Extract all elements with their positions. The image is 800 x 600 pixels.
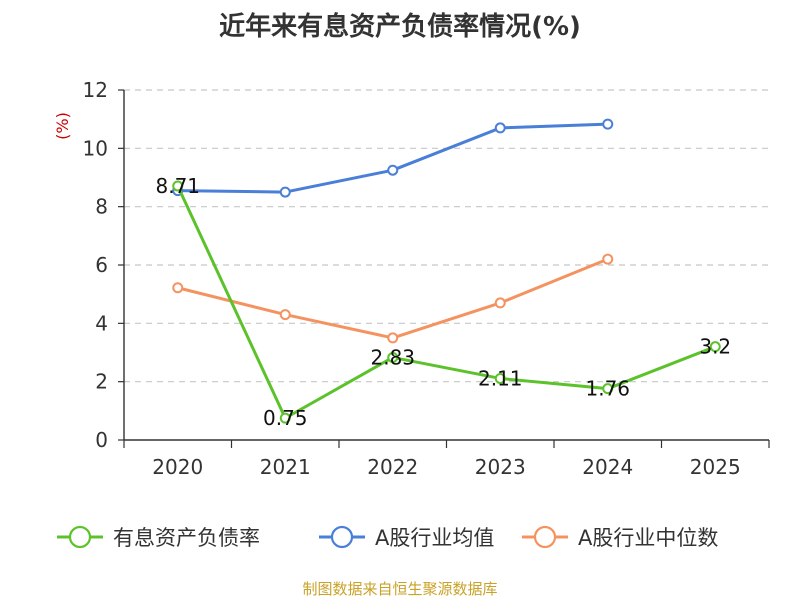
legend-label-0: 有息资产负债率 — [113, 526, 260, 550]
legend-label-1: A股行业均值 — [375, 526, 494, 550]
x-tick-label-2020: 2020 — [152, 455, 203, 479]
y-tick-label: 12 — [83, 78, 108, 102]
legend-marker-2 — [533, 525, 557, 549]
series-line-1 — [177, 122, 608, 194]
legend-marker-1 — [330, 525, 354, 549]
data-label-2022: 2.83 — [370, 345, 415, 369]
axes: 0 2 4 6 8 10 12 2020 2021 2022 2023 2024 2025 — [83, 78, 770, 479]
gridlines — [124, 89, 769, 383]
chart-title: 近年来有息资产负债率情况(%) — [219, 11, 581, 42]
data-point-s1-2024 — [602, 118, 614, 130]
data-label-2025: 3.2 — [699, 335, 731, 359]
y-tick-label: 10 — [83, 136, 108, 160]
data-point-s1-2021 — [279, 186, 291, 198]
data-point-s0-2022 — [387, 351, 399, 363]
series-line-0 — [176, 185, 716, 420]
x-tick-label-2025: 2025 — [690, 455, 741, 479]
legend: 有息资产负债率 A股行业均值 A股行业中位数 — [57, 525, 718, 550]
x-tick-label-2021: 2021 — [260, 455, 311, 479]
data-point-s2-2020 — [172, 282, 184, 294]
series-lines — [172, 118, 721, 424]
legend-marker-0 — [68, 525, 92, 549]
y-tick-label: 2 — [95, 370, 108, 394]
data-point-s0-2025 — [709, 341, 721, 353]
data-label-2024: 1.76 — [585, 377, 630, 401]
source-note: 制图数据来自恒生聚源数据库 — [302, 580, 497, 598]
data-point-s1-2023 — [494, 122, 506, 134]
data-label-2023: 2.11 — [478, 366, 523, 390]
data-point-s0-2024 — [602, 383, 614, 395]
data-point-s2-2023 — [494, 297, 506, 309]
legend-label-2: A股行业中位数 — [578, 526, 718, 550]
data-point-s2-2021 — [279, 309, 291, 321]
y-tick-label: 8 — [95, 195, 108, 219]
x-tick-label-2023: 2023 — [475, 455, 526, 479]
data-label-2021: 0.75 — [263, 406, 308, 430]
data-label-2020: 8.71 — [155, 174, 200, 198]
x-tick-label-2022: 2022 — [367, 455, 418, 479]
data-point-s0-2021 — [279, 412, 291, 424]
data-labels: 8.71 0.75 2.83 2.11 1.76 3.2 — [155, 174, 731, 430]
y-tick-label: 4 — [95, 311, 108, 335]
data-point-s1-2022 — [387, 164, 399, 176]
data-point-s2-2022 — [387, 332, 399, 344]
y-axis-unit-label: (%) — [53, 112, 72, 140]
y-tick-label: 0 — [95, 428, 108, 452]
data-point-s0-2023 — [494, 372, 506, 384]
data-point-s0-2020 — [172, 180, 184, 192]
y-tick-label: 6 — [95, 253, 108, 277]
x-tick-label-2024: 2024 — [582, 455, 633, 479]
data-point-s2-2024 — [602, 253, 614, 265]
